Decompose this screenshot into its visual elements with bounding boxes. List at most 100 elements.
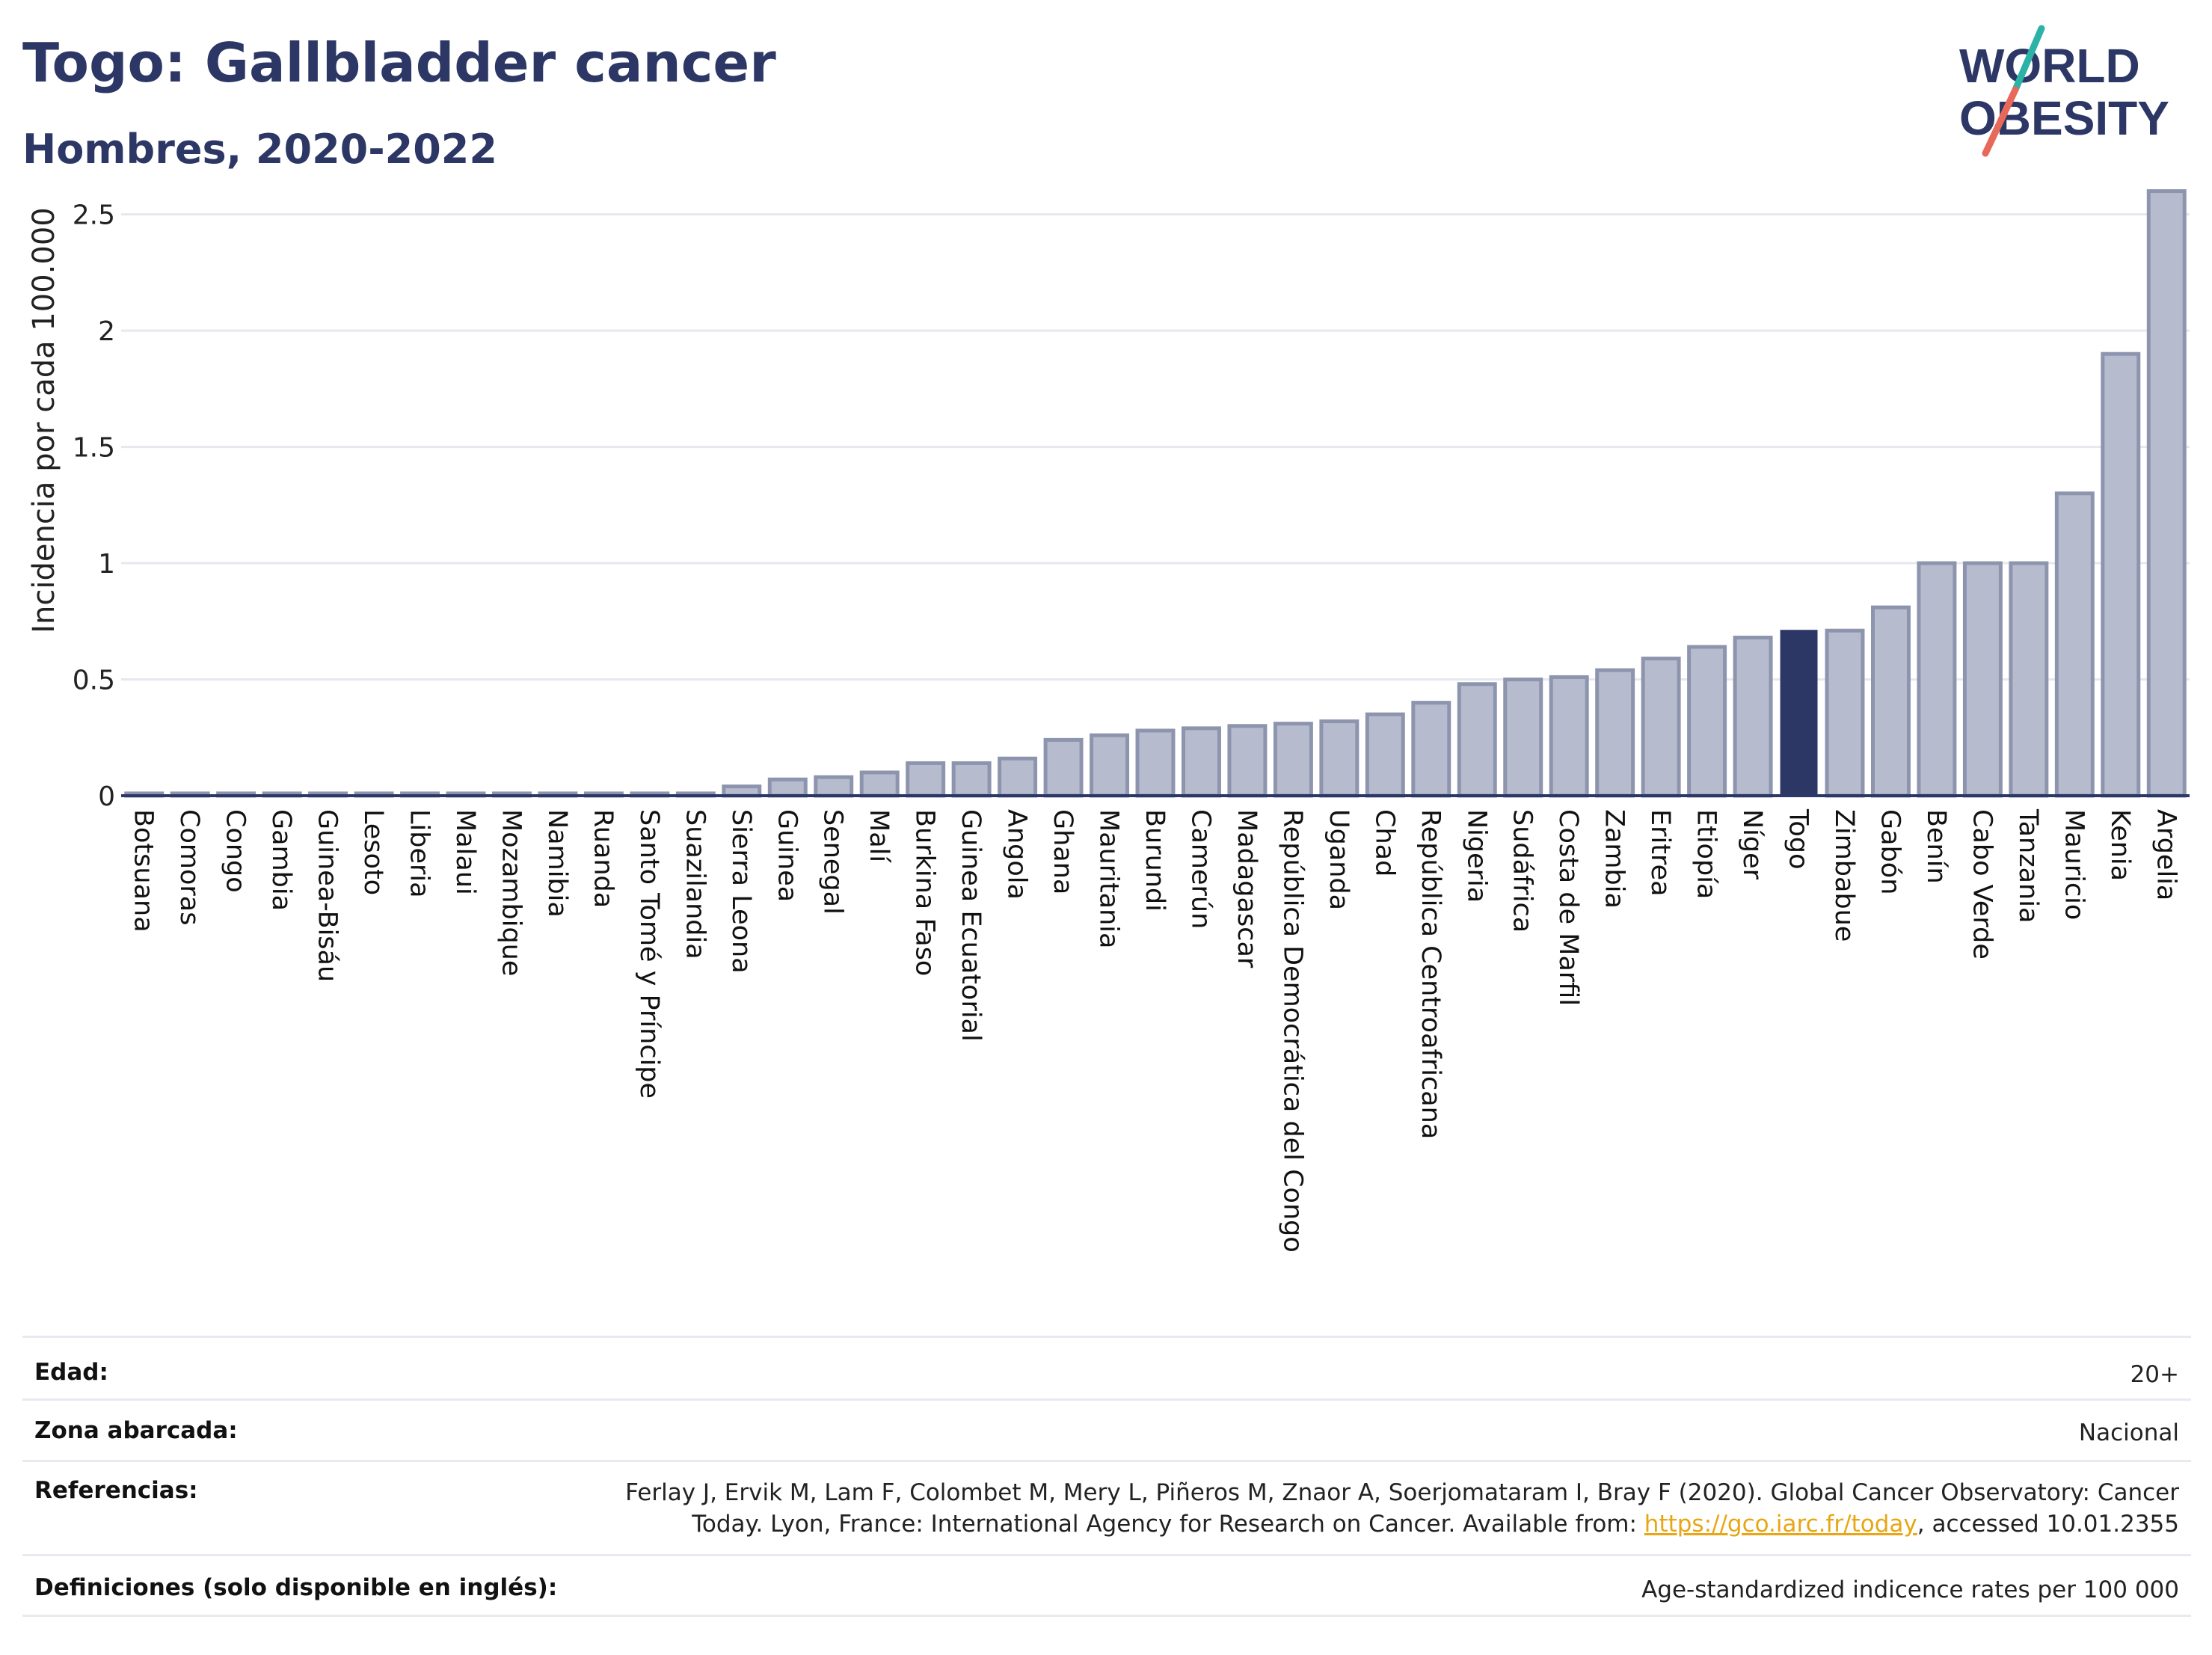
bar <box>2009 561 2049 798</box>
x-tick-label: Ruanda <box>588 809 618 908</box>
x-tick-label: Guinea <box>772 809 802 902</box>
bar <box>1825 628 1865 798</box>
x-tick-label: Liberia <box>405 809 434 898</box>
y-tick-label: 1 <box>98 549 115 580</box>
bar-chart: 0 0.5 1 1.5 2 2.5 Botsuana Comoras Congo Gambia G… <box>27 189 2190 1253</box>
x-tick-label: Angola <box>1002 809 1032 900</box>
x-tick-label: República Democrática del Congo <box>1277 809 1307 1253</box>
x-tick-label: Burkina Faso <box>910 809 940 976</box>
meta-value-area: Nacional <box>2078 1419 2179 1446</box>
x-tick-label: Botsuana <box>129 809 159 933</box>
x-tick-label: Madagascar <box>1232 809 1262 968</box>
bar <box>1457 682 1497 798</box>
bar <box>998 756 1038 798</box>
meta-value-references: Ferlay J, Ervik M, Lam F, Colombet M, Me… <box>625 1477 2191 1540</box>
bar <box>2146 189 2187 798</box>
bar <box>1503 678 1543 798</box>
bar <box>1595 668 1635 798</box>
bar <box>1917 561 1957 798</box>
y-tick-labels: 0 0.5 1 1.5 2 2.5 <box>73 200 115 812</box>
bar <box>1549 675 1589 798</box>
x-tick-label: Santo Tomé y Príncipe <box>634 809 664 1099</box>
bar <box>2101 351 2141 798</box>
reference-link[interactable]: https://gco.iarc.fr/today <box>1644 1511 1917 1538</box>
reference-line-1: Ferlay J, Ervik M, Lam F, Colombet M, Me… <box>625 1479 2179 1506</box>
y-tick-label: 0 <box>98 782 115 812</box>
bar <box>1641 657 1681 798</box>
bar <box>859 770 900 798</box>
bars <box>124 189 2187 798</box>
metadata-table: Edad: 20+ Zona abarcada: Nacional Refere… <box>22 1336 2191 1617</box>
x-tick-label: Zimbabue <box>1829 809 1859 942</box>
meta-label-definitions: Definiciones (solo disponible en inglés)… <box>34 1574 558 1601</box>
bar <box>1733 636 1773 798</box>
x-tick-label: Kenia <box>2105 809 2135 881</box>
x-tick-label: Nigeria <box>1461 809 1491 903</box>
x-tick-label: Zambia <box>1600 809 1629 909</box>
bar <box>951 761 992 798</box>
meta-label-references: Referencias: <box>34 1477 198 1504</box>
x-tick-label: Costa de Marfil <box>1553 809 1583 1006</box>
x-tick-label: Mauricio <box>2059 809 2089 920</box>
bar <box>1273 722 1313 798</box>
meta-row-references: Referencias: Ferlay J, Ervik M, Lam F, C… <box>22 1460 2191 1554</box>
reference-line-2-pre: Today. Lyon, France: International Agenc… <box>692 1511 1644 1538</box>
x-tick-label: Senegal <box>818 809 848 915</box>
x-tick-label: Guinea-Bisáu <box>313 809 342 982</box>
x-tick-label: Namibia <box>542 809 572 918</box>
chart-title: Togo: Gallbladder cancer <box>22 31 776 94</box>
meta-value-age: 20+ <box>2130 1361 2179 1388</box>
x-tick-label: Mozambique <box>496 809 526 976</box>
bar <box>906 761 946 798</box>
bar <box>814 775 854 798</box>
y-tick-label: 2 <box>98 316 115 347</box>
bar <box>1319 719 1360 798</box>
x-tick-label: Congo <box>221 809 251 893</box>
bar <box>1870 605 1911 798</box>
x-tick-label: Níger <box>1737 809 1767 880</box>
bar <box>1090 733 1130 798</box>
x-tick-label: Comoras <box>174 809 204 925</box>
logo-slash-bottom <box>1982 86 2019 157</box>
x-tick-label: Suazilandia <box>680 809 710 959</box>
x-tick-label: Argelia <box>2151 809 2181 900</box>
logo-slash-top <box>2012 25 2045 93</box>
bar <box>2054 491 2095 798</box>
reference-line-2-post: , accessed 10.01.2355 <box>1917 1511 2179 1538</box>
meta-label-age: Edad: <box>34 1359 108 1386</box>
x-tick-label: Mauritania <box>1094 809 1124 948</box>
bar <box>1411 701 1451 798</box>
x-tick-label: República Centroafricana <box>1416 809 1446 1139</box>
x-tick-label: Burundi <box>1140 809 1170 912</box>
x-tick-label: Togo <box>1784 808 1813 869</box>
chart-subtitle: Hombres, 2020-2022 <box>22 126 497 173</box>
x-tick-label: Malaui <box>450 809 480 895</box>
bar <box>1962 561 2003 798</box>
bar <box>1687 645 1727 798</box>
y-tick-label: 0.5 <box>73 666 115 696</box>
bar <box>1043 737 1084 798</box>
y-tick-label: 1.5 <box>73 433 115 464</box>
logo-line1: WORLD <box>1959 39 2140 93</box>
world-obesity-logo: WORLD OBESITY <box>1959 25 2169 157</box>
x-tick-label: Guinea Ecuatorial <box>956 809 986 1042</box>
meta-label-area: Zona abarcada: <box>34 1417 238 1444</box>
x-tick-labels: Botsuana Comoras Congo Gambia Guinea-Bisáu Le… <box>129 808 2181 1253</box>
bar <box>1135 728 1176 798</box>
meta-row-definitions: Definiciones (solo disponible en inglés)… <box>22 1554 2191 1617</box>
bar <box>767 777 808 798</box>
x-tick-label: Ghana <box>1048 809 1078 894</box>
x-tick-label: Benín <box>1921 809 1951 884</box>
x-tick-label: Eritrea <box>1645 809 1675 897</box>
bar <box>1365 712 1405 798</box>
meta-row-age: Edad: 20+ <box>22 1336 2191 1398</box>
y-tick-label: 2.5 <box>73 200 115 231</box>
x-tick-label: Chad <box>1369 809 1399 876</box>
x-tick-label: Tanzania <box>2013 808 2043 923</box>
x-tick-label: Gambia <box>266 809 296 911</box>
x-tick-label: Camerún <box>1185 809 1215 929</box>
y-axis-label: Incidencia por cada 100.000 <box>27 207 61 633</box>
x-tick-label: Gabón <box>1875 809 1905 894</box>
x-tick-label: Malí <box>864 809 894 863</box>
bar-highlighted <box>1780 630 1818 796</box>
